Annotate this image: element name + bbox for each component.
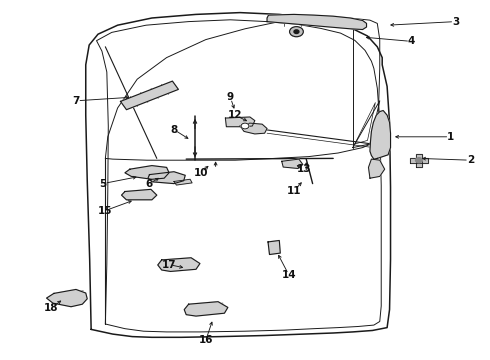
Circle shape [294, 30, 299, 33]
Polygon shape [148, 172, 185, 184]
Polygon shape [416, 154, 422, 167]
Polygon shape [268, 240, 280, 255]
Text: 13: 13 [296, 164, 311, 174]
Text: 3: 3 [452, 17, 459, 27]
Text: 16: 16 [198, 335, 213, 345]
Text: 15: 15 [98, 206, 113, 216]
Text: 11: 11 [287, 186, 301, 196]
Polygon shape [121, 81, 178, 110]
Circle shape [416, 158, 422, 163]
Text: 18: 18 [44, 303, 59, 313]
Polygon shape [267, 14, 367, 30]
Polygon shape [174, 179, 192, 185]
Polygon shape [47, 289, 87, 307]
Polygon shape [125, 166, 169, 179]
Polygon shape [410, 158, 428, 163]
Text: 12: 12 [228, 110, 243, 120]
Polygon shape [225, 117, 255, 127]
Polygon shape [184, 302, 228, 316]
Text: 7: 7 [72, 96, 80, 106]
Polygon shape [282, 159, 303, 168]
Polygon shape [158, 258, 200, 271]
Circle shape [290, 27, 303, 37]
Text: 8: 8 [171, 125, 177, 135]
Polygon shape [370, 111, 391, 159]
Text: 10: 10 [194, 168, 208, 178]
Polygon shape [368, 159, 385, 178]
Text: 4: 4 [408, 36, 416, 46]
Polygon shape [240, 123, 267, 134]
Text: 17: 17 [162, 260, 176, 270]
Text: 5: 5 [99, 179, 106, 189]
Polygon shape [122, 189, 157, 200]
Text: 14: 14 [282, 270, 296, 280]
Text: 1: 1 [447, 132, 454, 142]
Circle shape [241, 123, 249, 129]
Text: 6: 6 [146, 179, 153, 189]
Text: 2: 2 [467, 155, 474, 165]
Text: 9: 9 [227, 92, 234, 102]
